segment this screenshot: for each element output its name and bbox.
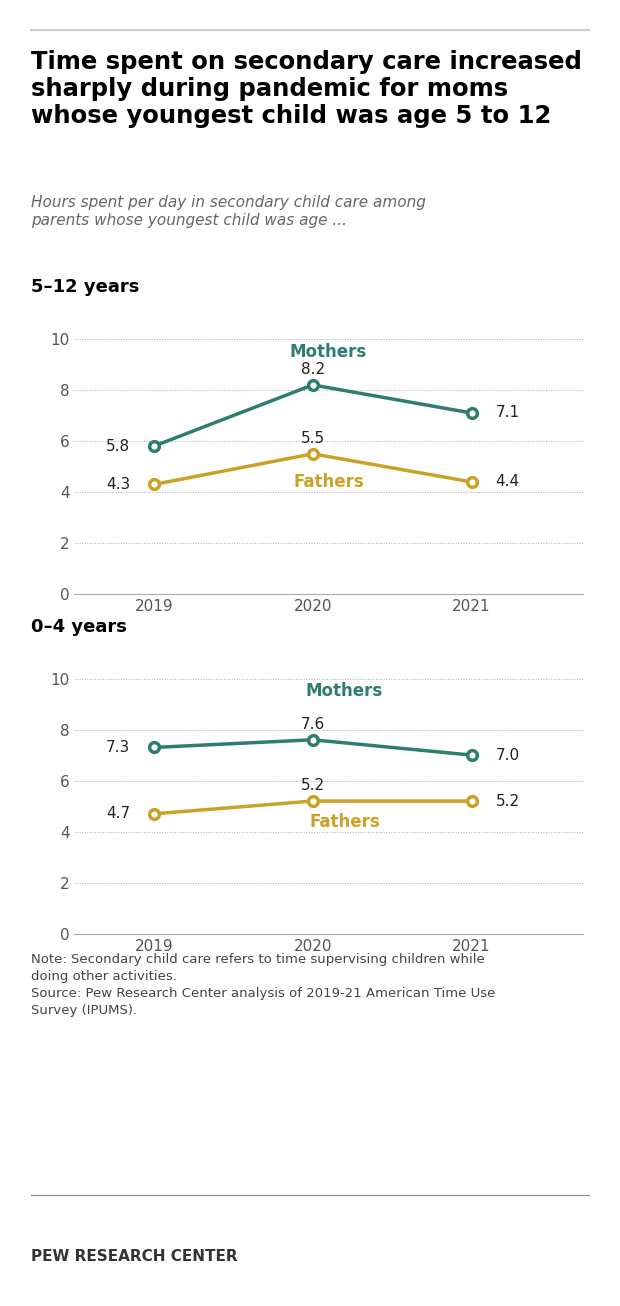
Text: 7.3: 7.3 (106, 741, 130, 755)
Text: Time spent on secondary care increased
sharply during pandemic for moms
whose yo: Time spent on secondary care increased s… (31, 50, 582, 128)
Text: 5.2: 5.2 (495, 794, 520, 808)
Text: 4.4: 4.4 (495, 474, 520, 490)
Text: Note: Secondary child care refers to time supervising children while
doing other: Note: Secondary child care refers to tim… (31, 953, 495, 1017)
Text: 5.2: 5.2 (301, 778, 325, 793)
Text: 0–4 years: 0–4 years (31, 618, 127, 636)
Text: Fathers: Fathers (309, 812, 380, 831)
Text: PEW RESEARCH CENTER: PEW RESEARCH CENTER (31, 1249, 237, 1264)
Text: Mothers: Mothers (306, 682, 383, 700)
Text: Hours spent per day in secondary child care among
parents whose youngest child w: Hours spent per day in secondary child c… (31, 195, 426, 229)
Text: 7.0: 7.0 (495, 747, 520, 763)
Text: 4.3: 4.3 (106, 477, 130, 492)
Text: 7.6: 7.6 (301, 717, 325, 733)
Text: 5.5: 5.5 (301, 431, 325, 447)
Text: 8.2: 8.2 (301, 362, 325, 377)
Text: 7.1: 7.1 (495, 405, 520, 421)
Text: Mothers: Mothers (290, 342, 367, 360)
Text: Fathers: Fathers (293, 473, 364, 491)
Text: 4.7: 4.7 (106, 806, 130, 821)
Text: 5.8: 5.8 (106, 439, 130, 453)
Text: 5–12 years: 5–12 years (31, 278, 140, 296)
